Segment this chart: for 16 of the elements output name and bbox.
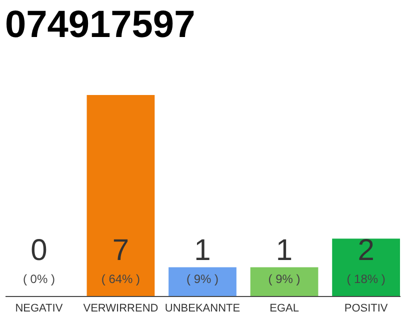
data-label: 1: [194, 234, 211, 267]
data-label: 2: [358, 234, 374, 267]
data-label: 1: [276, 234, 293, 267]
data-label: 0: [30, 234, 48, 267]
annotation: ( 9% ): [268, 272, 300, 286]
chart-title: 074917597: [5, 4, 196, 46]
x-tick-label: POSITIV: [344, 302, 388, 314]
x-tick-label: EGAL: [270, 302, 299, 314]
annotation: ( 64% ): [101, 272, 140, 286]
x-tick-label: UNBEKANNTE: [164, 302, 240, 314]
annotation: ( 9% ): [186, 272, 219, 286]
x-tick-label: NEGATIV: [15, 302, 64, 314]
data-label: 7: [112, 234, 130, 267]
x-tick-label: VERWIRREND: [83, 302, 158, 314]
annotation: ( 18% ): [346, 272, 386, 286]
annotation: ( 0% ): [22, 272, 55, 286]
